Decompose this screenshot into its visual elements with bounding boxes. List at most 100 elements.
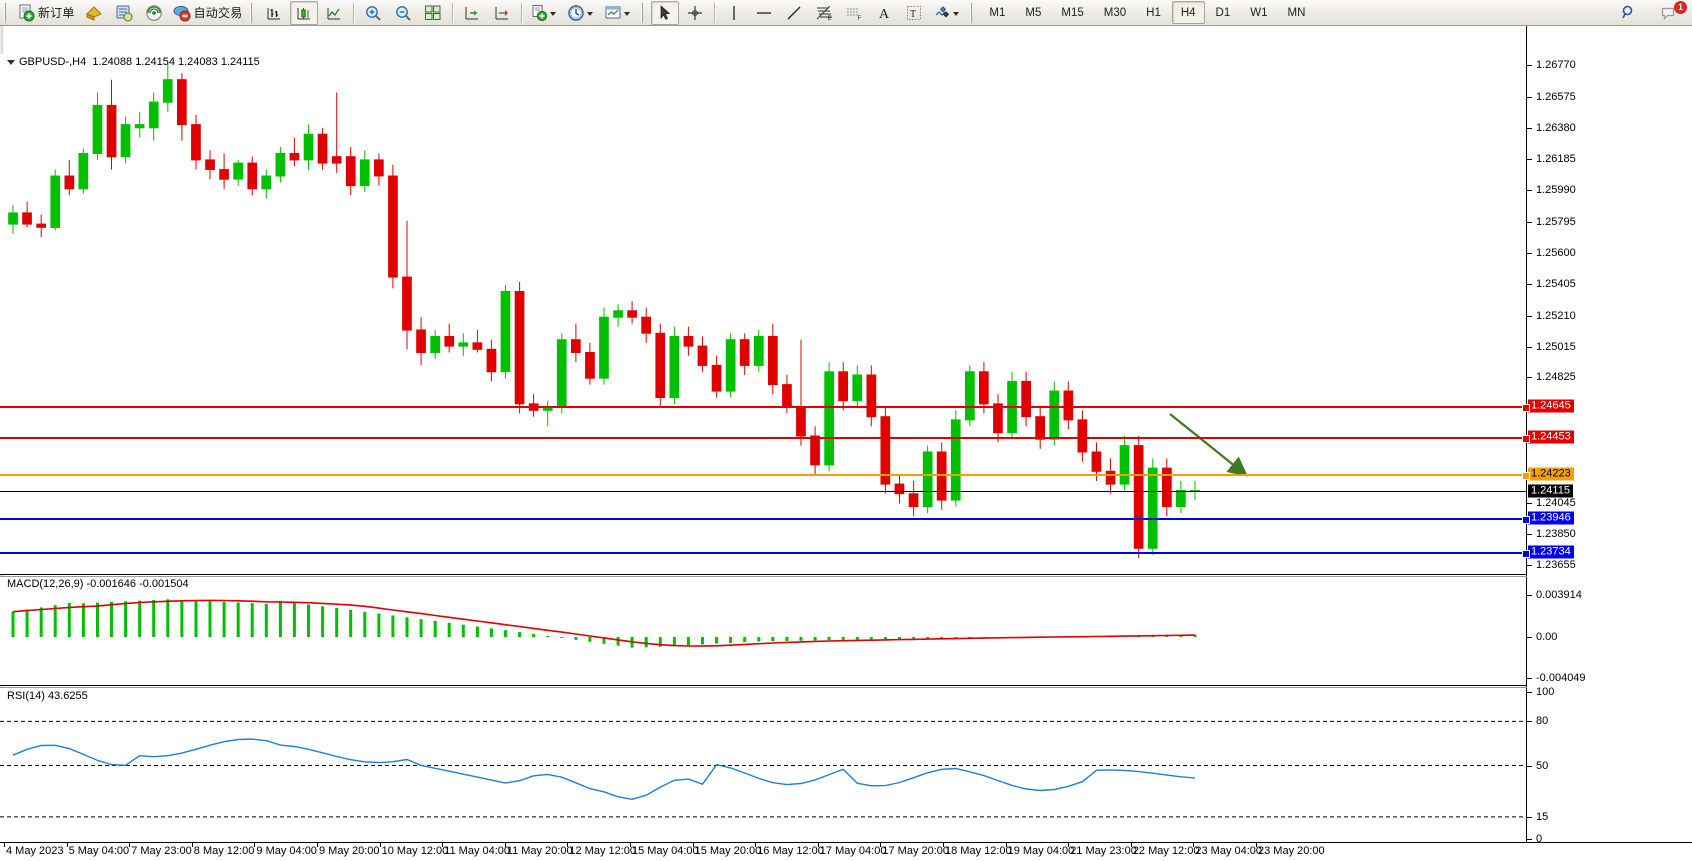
price-tag-current-price: 1.24115	[1528, 484, 1573, 498]
level-line-handle[interactable]	[1522, 434, 1530, 443]
text-icon[interactable]: A	[870, 1, 898, 25]
time-tick-label: 15 May 04:00	[632, 845, 699, 857]
zoom-in-icon[interactable]	[359, 1, 387, 25]
level-line-current-price[interactable]	[0, 491, 1527, 493]
chart-window[interactable]: GBPUSD-,H4 1.24088 1.24154 1.24083 1.241…	[0, 26, 1692, 861]
toolbar-grip-4[interactable]	[969, 2, 977, 23]
time-tick-label: 9 May 20:00	[319, 845, 380, 857]
price-tick	[1527, 65, 1532, 67]
price-tick	[1527, 502, 1532, 504]
auto-trading-button[interactable]: 自动交易	[170, 1, 246, 25]
level-line-resistance-upper[interactable]	[0, 403, 1530, 412]
time-axis[interactable]: 4 May 2023 5 May 04:00 7 May 23:00 8 May 12…	[0, 842, 1692, 861]
search-icon[interactable]	[1615, 1, 1643, 25]
rsi-pane-top-border-2	[0, 687, 1527, 688]
periods-button[interactable]	[564, 1, 599, 25]
time-tick-label: 5 May 04:00	[68, 845, 130, 857]
fibonacci-icon[interactable]: E	[810, 1, 838, 25]
timeframe-button-d1[interactable]: D1	[1215, 6, 1231, 19]
expert-advisor-icon[interactable]	[80, 1, 108, 25]
indicators-button[interactable]	[527, 1, 562, 25]
price-tick	[1527, 159, 1532, 161]
time-tick	[1005, 843, 1007, 847]
time-tick-label: 9 May 04:00	[256, 845, 317, 857]
timeframe-button-h4[interactable]: H4	[1171, 1, 1205, 24]
text-label-icon[interactable]: T	[900, 1, 928, 25]
timeframe-button-w1[interactable]: W1	[1250, 6, 1268, 19]
horizontal-line-icon[interactable]	[750, 1, 778, 25]
timeframe-button-m5[interactable]: M5	[1025, 6, 1042, 19]
new-order-button[interactable]: 新订单	[14, 1, 78, 25]
price-pane[interactable]	[0, 54, 1527, 574]
rsi-series	[0, 720, 1527, 818]
price-tick-label: 1.23850	[1536, 527, 1576, 540]
macd-axis: 0.003914 0.00 -0.004049	[1526, 577, 1692, 685]
rsi-pane[interactable]	[0, 688, 1527, 843]
level-line-support-lower[interactable]	[0, 549, 1530, 558]
time-tick	[1130, 843, 1132, 847]
level-line-handle[interactable]	[1522, 471, 1530, 480]
bar-chart-icon[interactable]	[260, 1, 288, 25]
templates-dropdown-arrow[interactable]	[624, 11, 631, 16]
candlestick-chart-icon[interactable]	[290, 0, 319, 25]
time-tick	[254, 843, 256, 847]
time-tick	[630, 843, 631, 847]
time-tick	[567, 843, 569, 847]
indicators-dropdown-arrow[interactable]	[550, 11, 557, 16]
timeframe-button-h1[interactable]: H1	[1146, 6, 1161, 19]
price-tick	[1527, 96, 1532, 98]
auto-scroll-icon[interactable]	[488, 1, 516, 25]
level-line-pending-order[interactable]	[0, 471, 1530, 480]
templates-button[interactable]	[601, 1, 636, 25]
auto-trading-label: 自动交易	[193, 6, 243, 20]
price-tick	[1527, 127, 1532, 129]
rsi-tick	[1527, 765, 1532, 767]
macd-series	[11, 599, 1197, 648]
shapes-dropdown-arrow[interactable]	[953, 11, 960, 16]
rsi-tick	[1527, 816, 1532, 818]
rsi-tick-label: 15	[1536, 810, 1549, 823]
cursor-icon[interactable]	[651, 0, 680, 25]
toolbar-grip-2[interactable]	[249, 2, 257, 23]
price-tick-label: 1.23655	[1536, 559, 1576, 572]
macd-pane[interactable]	[0, 577, 1527, 685]
price-tick	[1527, 565, 1532, 567]
level-line-handle[interactable]	[1522, 549, 1530, 558]
level-line-resistance-lower[interactable]	[0, 434, 1530, 443]
crosshair-icon[interactable]	[681, 1, 709, 25]
line-chart-icon[interactable]	[320, 1, 348, 25]
price-tick-label: 1.24825	[1536, 371, 1576, 384]
timeframe-button-mn[interactable]: MN	[1287, 6, 1306, 19]
tile-windows-icon[interactable]	[419, 1, 447, 25]
level-line-support-upper[interactable]	[0, 515, 1530, 524]
zoom-out-icon[interactable]	[389, 1, 417, 25]
timeframe-button-m1[interactable]: M1	[989, 6, 1006, 19]
signals-icon[interactable]	[140, 1, 168, 25]
periods-dropdown-arrow[interactable]	[587, 11, 594, 16]
chart-collapse-arrow[interactable]	[7, 59, 15, 65]
price-tick	[1527, 533, 1532, 535]
toolbar-grip-3[interactable]	[640, 2, 648, 23]
shift-end-icon[interactable]	[458, 1, 486, 25]
level-line-handle[interactable]	[1522, 403, 1530, 412]
channel-icon[interactable]: F	[840, 1, 868, 25]
data-window-icon[interactable]	[110, 1, 138, 25]
toolbar-separator-1	[353, 2, 355, 23]
chart-ohlc: 1.24088 1.24154 1.24083 1.24115	[92, 56, 260, 68]
time-tick-label: 21 May 23:00	[1070, 845, 1137, 857]
level-line-handle[interactable]	[1522, 515, 1530, 524]
vertical-line-icon[interactable]	[720, 1, 748, 25]
messages-icon[interactable]: 1	[1655, 1, 1687, 25]
toolbar-separator-2	[452, 2, 454, 23]
timeframe-button-m15[interactable]: M15	[1061, 6, 1084, 19]
timeframe-button-m30[interactable]: M30	[1103, 6, 1127, 19]
trendline-icon[interactable]	[780, 1, 808, 25]
time-tick-label: 17 May 20:00	[882, 845, 950, 857]
time-tick	[943, 843, 944, 847]
time-tick	[1256, 843, 1257, 847]
shapes-icon[interactable]	[930, 1, 965, 25]
down-trend-arrow[interactable]	[0, 54, 1527, 574]
price-axis[interactable]: 1.26770 1.26575 1.26380 1.26185 1.25990 1.257…	[1526, 26, 1692, 843]
toolbar-grip[interactable]	[3, 2, 10, 23]
rsi-tick-label: 80	[1536, 715, 1549, 728]
